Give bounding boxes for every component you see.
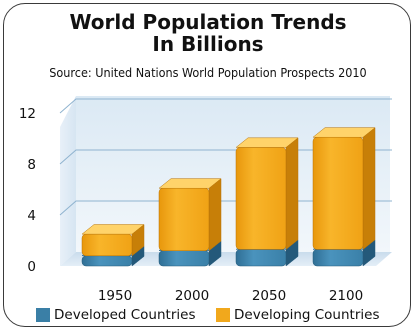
bar-top	[235, 137, 299, 148]
bar-top	[158, 178, 222, 189]
bar-top	[81, 224, 145, 235]
bars	[81, 127, 376, 267]
bar-side	[362, 127, 376, 250]
y-tick-label: 8	[27, 157, 36, 173]
side-wall	[60, 96, 76, 266]
y-tick-label: 12	[19, 106, 36, 122]
bar-side	[208, 178, 222, 252]
bar-developing-2000	[158, 178, 222, 252]
bar-developing-2050	[235, 137, 299, 250]
x-tick-label: 2000	[175, 288, 209, 304]
bar-front	[312, 249, 364, 267]
y-tick-label: 0	[27, 259, 36, 275]
y-axis-ticks: 0 4 8 12	[19, 106, 36, 275]
bar-developing-1950	[81, 224, 145, 257]
bar-front	[235, 147, 287, 250]
x-axis-ticks: 1950 2000 2050 2100	[98, 288, 363, 304]
bar-developing-2100	[312, 127, 376, 250]
bar-top	[312, 127, 376, 138]
bar-front	[235, 249, 287, 267]
legend-label-developed: Developed Countries	[54, 307, 196, 323]
x-tick-label: 1950	[98, 288, 132, 304]
legend-label-developing: Developing Countries	[234, 307, 380, 323]
bar-front	[81, 255, 133, 267]
bar-front	[158, 250, 210, 267]
bar-front	[81, 233, 133, 257]
bar-side	[285, 137, 299, 250]
y-tick-label: 4	[27, 208, 36, 224]
legend-swatch-developed	[36, 308, 50, 322]
bar-front	[312, 136, 364, 250]
legend-swatch-developing	[216, 308, 230, 322]
legend: Developed Countries Developing Countries	[0, 306, 416, 324]
chart-title-line-1: World Population Trends	[69, 10, 347, 34]
bar-front	[158, 187, 210, 251]
chart-source: Source: United Nations World Population …	[49, 65, 367, 80]
chart-title-line-2: In Billions	[152, 32, 264, 56]
gridline	[59, 98, 392, 114]
x-tick-label: 2100	[329, 288, 363, 304]
x-tick-label: 2050	[252, 288, 286, 304]
